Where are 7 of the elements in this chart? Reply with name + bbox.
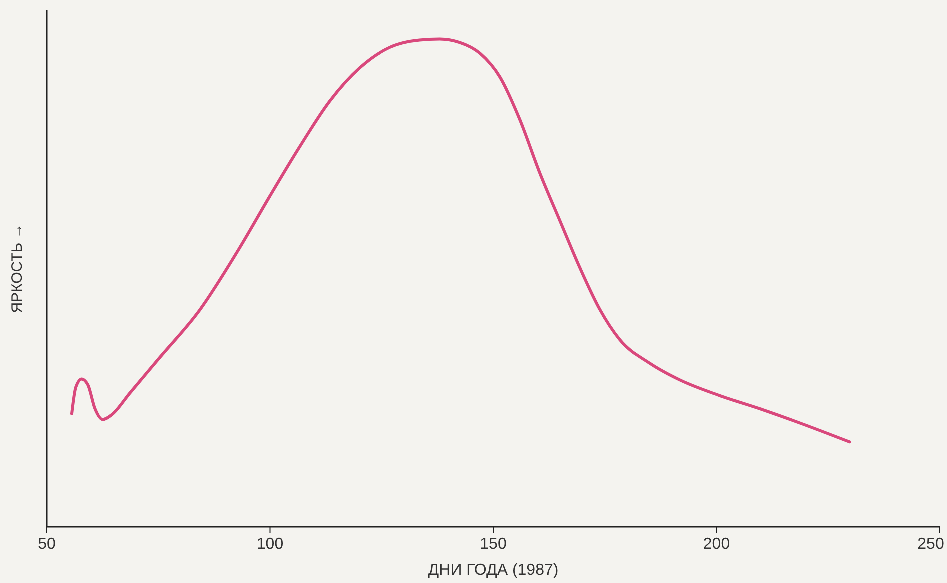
x-tick-label: 100: [256, 536, 284, 553]
y-axis-title: ЯРКОСТЬ →: [9, 224, 26, 314]
x-axis-title: ДНИ ГОДА (1987): [428, 562, 559, 579]
x-tick-label: 250: [918, 536, 944, 553]
x-tick-label: 200: [703, 536, 730, 553]
x-tick-label: 50: [38, 536, 56, 553]
x-tick-label: 150: [480, 536, 507, 553]
